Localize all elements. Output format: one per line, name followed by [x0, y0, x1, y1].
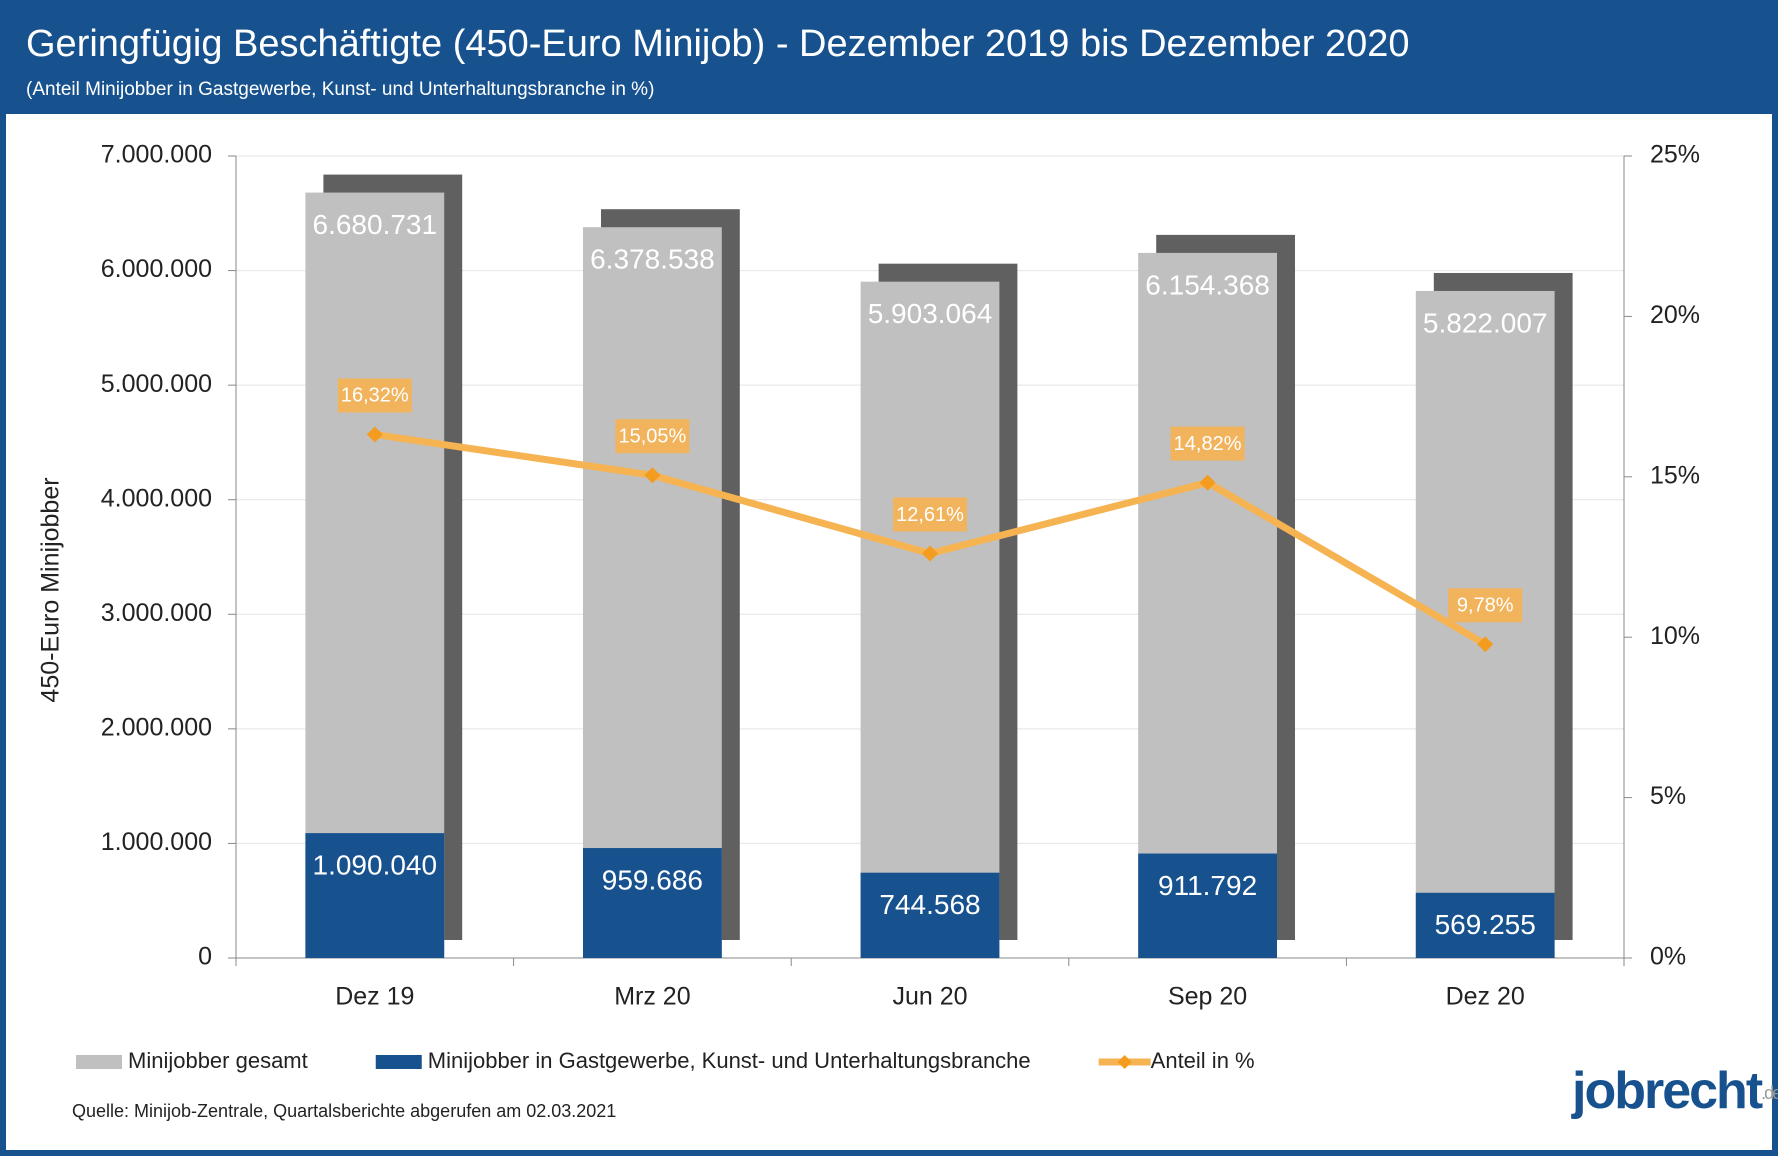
legend-label: Minijobber gesamt — [128, 1048, 308, 1073]
data-label: 1.090.040 — [313, 850, 438, 881]
marker — [922, 545, 938, 562]
y-tick-label: 5.000.000 — [101, 370, 212, 398]
data-label: 911.792 — [1158, 870, 1257, 901]
x-tick-label: Mrz 20 — [614, 983, 690, 1011]
y2-tick-label: 15% — [1650, 461, 1700, 489]
data-label: 5.903.064 — [868, 298, 993, 329]
bar — [860, 281, 1000, 959]
y2-tick-label: 5% — [1650, 782, 1686, 810]
y2-tick-label: 25% — [1650, 141, 1700, 169]
data-label: 744.568 — [879, 889, 980, 920]
y-tick-label: 6.000.000 — [101, 255, 212, 283]
data-label: 569.255 — [1435, 909, 1536, 940]
data-label: 6.378.538 — [590, 244, 715, 275]
source: Quelle: Minijob-Zentrale, Quartalsberich… — [72, 1101, 616, 1121]
x-tick-label: Dez 19 — [335, 983, 414, 1011]
y2-tick-label: 20% — [1650, 301, 1700, 329]
label-box — [615, 419, 690, 454]
data-label: 5.822.007 — [1423, 307, 1548, 338]
data-label: 6.680.731 — [313, 209, 438, 240]
legend-label: Anteil in % — [1151, 1048, 1255, 1073]
y-tick-label: 0 — [198, 943, 212, 971]
logo-text: jobrecht — [1571, 1062, 1763, 1120]
y-tick-label: 1.000.000 — [101, 828, 212, 856]
y-axis-label: 450-Euro Minijobber — [37, 477, 65, 702]
marker — [366, 426, 383, 443]
label-box — [337, 378, 412, 413]
bar — [1415, 892, 1555, 958]
bar — [305, 192, 445, 958]
y2-tick-label: 0% — [1650, 943, 1686, 971]
header — [0, 0, 1778, 114]
data-label: 15,05% — [618, 425, 686, 447]
logo-suffix: .de — [1761, 1083, 1778, 1103]
legend-marker — [1117, 1055, 1132, 1069]
logo: jobrecht.de — [1571, 1062, 1778, 1120]
bar — [1138, 853, 1277, 958]
legend-swatch — [76, 1055, 122, 1069]
data-label: 16,32% — [341, 385, 409, 407]
y-tick-label: 2.000.000 — [101, 713, 212, 741]
y-tick-label: 4.000.000 — [101, 484, 212, 512]
data-label: 959.686 — [602, 864, 703, 895]
data-label: 12,61% — [896, 504, 964, 526]
bar — [583, 227, 722, 958]
x-tick-label: Dez 20 — [1446, 983, 1525, 1011]
label-box — [893, 497, 967, 532]
bar — [1415, 290, 1555, 958]
bar — [860, 872, 1000, 958]
x-tick-label: Sep 20 — [1168, 983, 1247, 1011]
chart-subtitle: (Anteil Minijobber in Gastgewerbe, Kunst… — [26, 79, 654, 100]
y-tick-label: 3.000.000 — [101, 599, 212, 627]
label-box — [1170, 426, 1245, 461]
bar — [583, 848, 722, 958]
data-label: 14,82% — [1174, 433, 1242, 455]
y-tick-label: 7.000.000 — [101, 141, 212, 169]
bar — [1138, 252, 1277, 959]
x-tick-label: Jun 20 — [892, 983, 967, 1011]
data-label: 9,78% — [1457, 595, 1514, 617]
marker — [644, 467, 661, 484]
bar — [305, 833, 445, 958]
y2-tick-label: 10% — [1650, 622, 1700, 650]
marker — [1477, 636, 1494, 653]
label-box — [1448, 588, 1523, 623]
legend-swatch — [375, 1055, 422, 1069]
marker — [1199, 474, 1216, 491]
chart-title: Geringfügig Beschäftigte (450-Euro Minij… — [26, 23, 1410, 65]
data-label: 6.154.368 — [1145, 269, 1270, 300]
legend-label: Minijobber in Gastgewerbe, Kunst- und Un… — [428, 1048, 1031, 1073]
